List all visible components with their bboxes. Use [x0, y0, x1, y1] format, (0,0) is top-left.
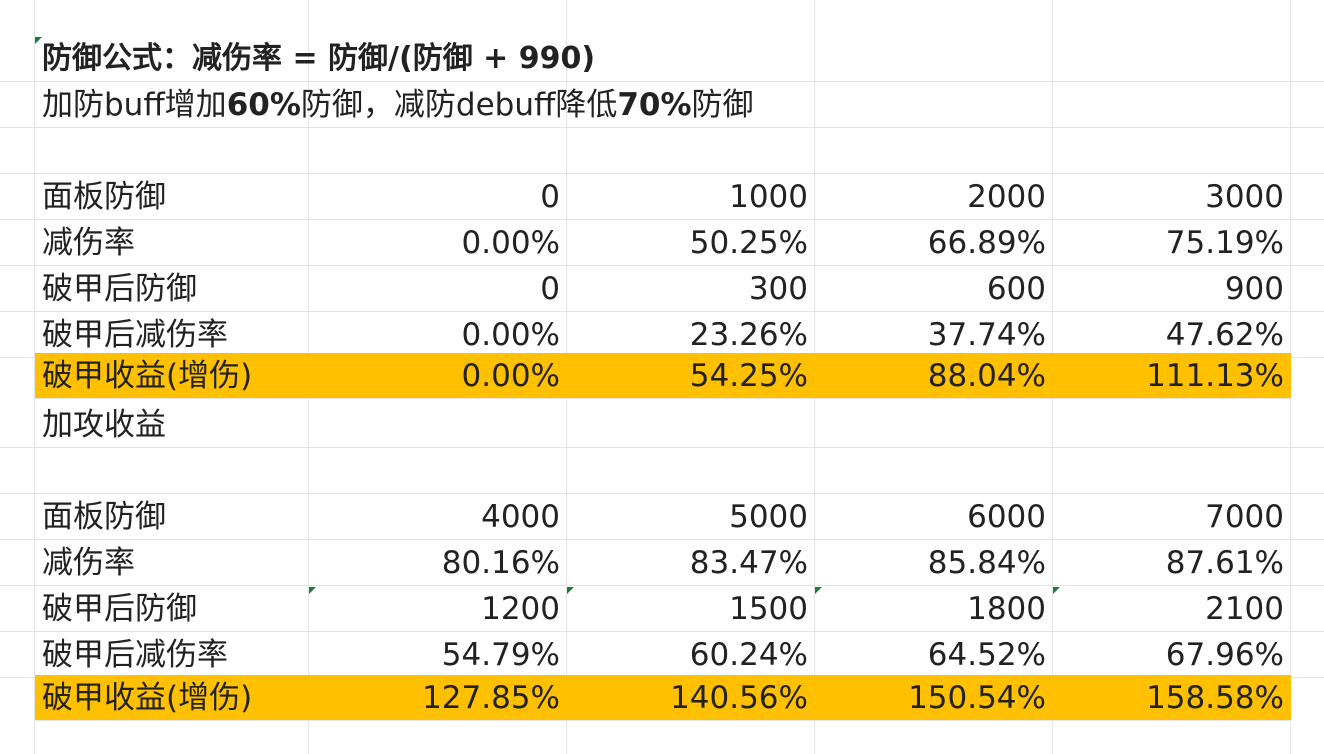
value-cell[interactable]: 54.25%	[689, 358, 808, 394]
value-cell[interactable]: 23.26%	[689, 317, 808, 353]
value-cell[interactable]: 6000	[967, 499, 1046, 535]
value-cell[interactable]: 1500	[729, 591, 808, 627]
value-cell[interactable]: 5000	[729, 499, 808, 535]
value-cell[interactable]: 158.58%	[1146, 680, 1284, 716]
comment-marker-icon	[567, 587, 574, 594]
value-cell[interactable]: 900	[1224, 271, 1284, 307]
table1-row-pierce-gain: 破甲收益(增伤) 0.00% 54.25% 88.04% 111.13%	[35, 353, 1291, 399]
table2-row-panel-defense: 面板防御 4000 5000 6000 7000	[0, 494, 1324, 540]
value-cell[interactable]: 88.04%	[927, 358, 1046, 394]
note-middle: 防御，减防debuff降低	[300, 87, 618, 123]
row-label[interactable]: 破甲收益(增伤)	[42, 680, 253, 716]
value-cell[interactable]: 0	[540, 179, 560, 215]
table1-row-pierced-defense: 破甲后防御 0 300 600 900	[0, 266, 1324, 312]
sheet-row-empty	[0, 128, 1324, 174]
value-cell[interactable]: 3000	[1205, 179, 1284, 215]
value-cell[interactable]: 47.62%	[1165, 317, 1284, 353]
row-label[interactable]: 面板防御	[42, 179, 166, 215]
value-cell[interactable]: 64.52%	[927, 637, 1046, 673]
value-cell[interactable]: 300	[748, 271, 808, 307]
table1-row-pierced-reduction: 破甲后减伤率 0.00% 23.26% 37.74% 47.62%	[0, 312, 1324, 358]
value-cell[interactable]: 83.47%	[689, 545, 808, 581]
value-cell[interactable]: 140.56%	[670, 680, 808, 716]
row-label[interactable]: 减伤率	[42, 545, 135, 581]
table2-row-pierced-reduction: 破甲后减伤率 54.79% 60.24% 64.52% 67.96%	[0, 632, 1324, 678]
row-label[interactable]: 破甲后减伤率	[42, 317, 228, 353]
sheet-row-formula: 防御公式：减伤率 = 防御/(防御 + 990)	[0, 36, 1324, 82]
value-cell[interactable]: 150.54%	[908, 680, 1046, 716]
value-cell[interactable]: 0.00%	[461, 358, 560, 394]
value-cell[interactable]: 2000	[967, 179, 1046, 215]
table1-row-panel-defense: 面板防御 0 1000 2000 3000	[0, 174, 1324, 220]
value-cell[interactable]: 0.00%	[461, 317, 560, 353]
value-cell[interactable]: 80.16%	[441, 545, 560, 581]
sheet-row-note: 加防buff增加60%防御，减防debuff降低70%防御	[0, 82, 1324, 128]
comment-marker-icon	[1053, 587, 1060, 594]
row-label[interactable]: 破甲后减伤率	[42, 637, 228, 673]
value-cell[interactable]: 127.85%	[422, 680, 560, 716]
note-value-1: 60%	[226, 87, 301, 123]
formula-cell[interactable]: 防御公式：减伤率 = 防御/(防御 + 990)	[42, 41, 596, 76]
comment-marker-icon	[35, 37, 42, 44]
table2-row-pierced-defense: 破甲后防御 1200 1500 1800 2100	[0, 586, 1324, 632]
row-label[interactable]: 破甲收益(增伤)	[42, 358, 253, 394]
value-cell[interactable]: 111.13%	[1146, 358, 1284, 394]
value-cell[interactable]: 67.96%	[1165, 637, 1284, 673]
row-label[interactable]: 减伤率	[42, 225, 135, 261]
value-cell[interactable]: 600	[986, 271, 1046, 307]
value-cell[interactable]: 0.00%	[461, 225, 560, 261]
value-cell[interactable]: 7000	[1205, 499, 1284, 535]
value-cell[interactable]: 87.61%	[1165, 545, 1284, 581]
note-suffix: 防御	[691, 87, 754, 123]
value-cell[interactable]: 75.19%	[1165, 225, 1284, 261]
value-cell[interactable]: 0	[540, 271, 560, 307]
value-cell[interactable]: 1200	[481, 591, 560, 627]
row-label[interactable]: 面板防御	[42, 499, 166, 535]
comment-marker-icon	[309, 587, 316, 594]
value-cell[interactable]: 60.24%	[689, 637, 808, 673]
value-cell[interactable]: 54.79%	[441, 637, 560, 673]
value-cell[interactable]: 4000	[481, 499, 560, 535]
table1-row-damage-reduction: 减伤率 0.00% 50.25% 66.89% 75.19%	[0, 220, 1324, 266]
note-value-2: 70%	[617, 87, 692, 123]
value-cell[interactable]: 85.84%	[927, 545, 1046, 581]
row-label[interactable]: 破甲后防御	[42, 591, 197, 627]
section-label[interactable]: 加攻收益	[42, 407, 166, 443]
value-cell[interactable]: 1000	[729, 179, 808, 215]
table2-row-damage-reduction: 减伤率 80.16% 83.47% 85.84% 87.61%	[0, 540, 1324, 586]
note-prefix: 加防buff增加	[42, 87, 227, 123]
value-cell[interactable]: 50.25%	[689, 225, 808, 261]
value-cell[interactable]: 1800	[967, 591, 1046, 627]
value-cell[interactable]: 37.74%	[927, 317, 1046, 353]
note-cell[interactable]: 加防buff增加60%防御，减防debuff降低70%防御	[42, 82, 1042, 128]
sheet-row-empty	[0, 448, 1324, 494]
value-cell[interactable]: 66.89%	[927, 225, 1046, 261]
table2-row-pierce-gain: 破甲收益(增伤) 127.85% 140.56% 150.54% 158.58%	[35, 675, 1291, 721]
row-label[interactable]: 破甲后防御	[42, 271, 197, 307]
comment-marker-icon	[815, 587, 822, 594]
value-cell[interactable]: 2100	[1205, 591, 1284, 627]
sheet-row-section: 加攻收益	[0, 402, 1324, 448]
